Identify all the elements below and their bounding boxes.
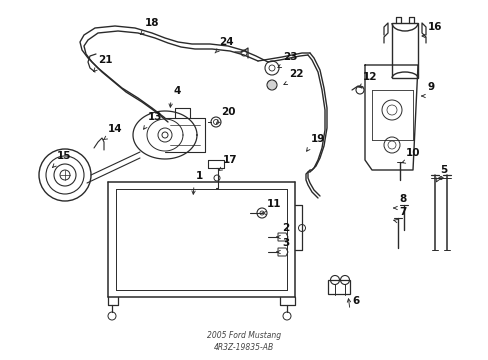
Text: 19: 19 <box>310 134 325 144</box>
Text: 9: 9 <box>426 82 433 92</box>
Text: 16: 16 <box>427 22 442 32</box>
Text: 15: 15 <box>57 151 71 161</box>
Text: 14: 14 <box>108 124 122 134</box>
Text: 22: 22 <box>288 69 303 79</box>
Text: 10: 10 <box>405 148 420 158</box>
Text: 6: 6 <box>351 296 359 306</box>
Text: 18: 18 <box>145 18 159 28</box>
Text: 7: 7 <box>398 207 406 217</box>
Text: 17: 17 <box>223 155 237 165</box>
Text: 2005 Ford Mustang
4R3Z-19835-AB: 2005 Ford Mustang 4R3Z-19835-AB <box>206 331 281 352</box>
Text: 8: 8 <box>398 194 406 204</box>
Text: 20: 20 <box>221 107 235 117</box>
Bar <box>391 23 417 78</box>
Text: 11: 11 <box>266 199 281 209</box>
Text: 21: 21 <box>98 55 112 65</box>
Text: 1: 1 <box>196 171 203 181</box>
Bar <box>327 280 349 294</box>
Text: 3: 3 <box>282 238 289 248</box>
Text: 5: 5 <box>439 165 447 175</box>
Text: 2: 2 <box>282 223 289 233</box>
Text: 4: 4 <box>173 86 180 96</box>
Text: 24: 24 <box>219 37 233 47</box>
Text: 13: 13 <box>148 112 162 122</box>
Text: 23: 23 <box>283 52 297 62</box>
Text: 12: 12 <box>362 72 377 82</box>
